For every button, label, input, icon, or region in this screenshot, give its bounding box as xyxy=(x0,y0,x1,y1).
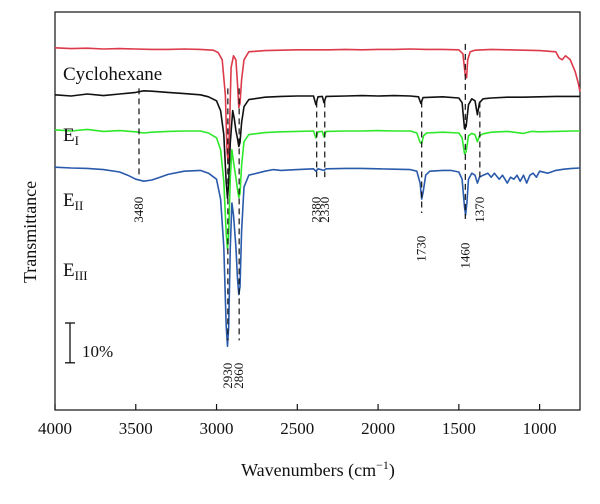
series-label-sub: I xyxy=(75,133,79,148)
x-tick-label: 1000 xyxy=(523,419,557,438)
x-tick-label: 2000 xyxy=(361,419,395,438)
peak-label-3480: 3480 xyxy=(131,197,146,223)
x-tick-label: 1500 xyxy=(442,419,476,438)
x-tick-label: 3000 xyxy=(200,419,234,438)
x-axis: 4000 3500 3000 2500 2000 1500 1000 xyxy=(38,404,557,438)
series-label: Cyclohexane xyxy=(63,64,162,85)
peak-label-1730: 1730 xyxy=(414,236,429,262)
peak-label-2930: 2930 xyxy=(220,363,235,389)
series-label-sub: II xyxy=(75,198,84,213)
series-line-eiii xyxy=(54,166,581,348)
scale-bar: 10% xyxy=(65,322,113,364)
x-axis-title: Wavenumbers (cm−1) xyxy=(241,458,395,481)
peak-label-2860: 2860 xyxy=(231,363,246,389)
x-axis-title-sup: −1 xyxy=(376,458,389,472)
series-label-main: E xyxy=(63,125,75,146)
x-tick-label: 4000 xyxy=(38,419,72,438)
series-line-ei xyxy=(54,90,580,200)
peak-label-2380: 2380 xyxy=(309,197,324,223)
peak-label-2330: 2330 xyxy=(317,197,332,223)
series-label-main: E xyxy=(63,190,75,211)
series-label-main: E xyxy=(63,260,75,281)
series-label: EI xyxy=(63,125,79,148)
series-label-main: Cyclohexane xyxy=(63,64,162,85)
peak-label-1460: 1460 xyxy=(457,243,472,269)
scale-bar-label: 10% xyxy=(82,342,113,361)
y-axis-title: Transmittance xyxy=(20,181,40,283)
series-line-eii xyxy=(54,128,580,250)
x-tick-label: 3500 xyxy=(119,419,153,438)
x-axis-title-close: ) xyxy=(389,460,395,481)
series-label-sub: III xyxy=(75,268,88,283)
series-label: EII xyxy=(63,190,83,213)
x-axis-title-text: Wavenumbers (cm xyxy=(241,460,376,481)
peak-label-1370: 1370 xyxy=(472,197,487,223)
plot-frame xyxy=(54,11,581,411)
plot-border xyxy=(54,11,581,411)
series-label: EIII xyxy=(63,260,88,283)
series-line-cyclohexane xyxy=(54,47,581,164)
x-tick-label: 2500 xyxy=(280,419,314,438)
